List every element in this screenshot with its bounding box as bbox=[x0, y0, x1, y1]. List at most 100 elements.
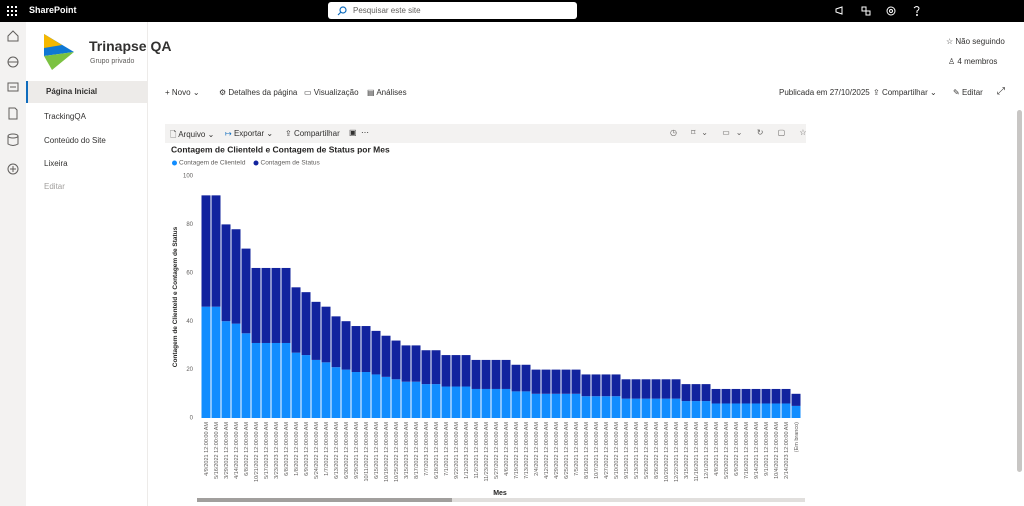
bar-segment bbox=[541, 369, 551, 394]
bar-segment bbox=[431, 350, 441, 385]
x-tick-label: (Em branco) bbox=[794, 422, 800, 452]
bar-segment bbox=[311, 359, 321, 418]
bar-segment bbox=[621, 398, 631, 418]
x-tick-label: 1/8/2022 12:00:00 AM bbox=[294, 422, 300, 476]
bar-segment bbox=[481, 388, 491, 418]
bar-segment bbox=[221, 321, 231, 418]
command-view[interactable]: ▭ Visualização bbox=[304, 88, 359, 97]
members-label: 4 membros bbox=[957, 57, 998, 66]
y-tick-label: 60 bbox=[186, 270, 193, 276]
bar-segment bbox=[371, 330, 381, 375]
menu-label: Exportar bbox=[233, 129, 265, 138]
bar-segment bbox=[451, 386, 461, 418]
x-tick-label: 1/12/2023 12:00:00 AM bbox=[464, 422, 470, 479]
site-nav: Página Inicial TrackingQA Conteúdo do Si… bbox=[26, 22, 148, 506]
bar-segment bbox=[491, 388, 501, 418]
bar-segment bbox=[561, 393, 571, 418]
edit-button[interactable]: ✎ Editar bbox=[953, 88, 983, 97]
chart-title: Contagem de ClienteId e Contagem de Stat… bbox=[171, 144, 390, 154]
bar-segment bbox=[281, 342, 291, 418]
x-tick-label: 4/6/2022 12:00:00 AM bbox=[504, 422, 510, 476]
x-tick-label: 5/13/2021 12:00:00 AM bbox=[634, 422, 640, 479]
bar-segment bbox=[401, 345, 411, 382]
bar-segment bbox=[241, 248, 251, 334]
command-analytics[interactable]: ▤ Análises bbox=[367, 88, 407, 97]
x-tick-label: 8/16/2021 12:00:00 AM bbox=[584, 422, 590, 479]
x-tick-label: 4/29/2022 12:00:00 AM bbox=[554, 422, 560, 479]
menu-more[interactable]: ▣ ⋯ bbox=[349, 128, 370, 137]
follow-label: Não seguindo bbox=[955, 37, 1005, 46]
legend-label: Contagem de ClienteId bbox=[179, 160, 246, 167]
x-tick-label: 4/12/2022 12:00:00 AM bbox=[544, 422, 550, 479]
x-tick-label: 4/14/2022 12:00:00 AM bbox=[234, 422, 240, 479]
top-bar: SharePoint Pesquisar este site bbox=[0, 0, 1024, 22]
bar-segment bbox=[461, 386, 471, 418]
x-tick-label: 6/8/2022 12:00:00 AM bbox=[244, 422, 250, 476]
menu-export[interactable]: ↦ Exportar ⌄ bbox=[225, 129, 274, 138]
x-tick-label: 6/18/2021 12:00:00 AM bbox=[434, 422, 440, 479]
expand-button[interactable]: ⤢ bbox=[997, 86, 1005, 97]
h-scrollbar[interactable] bbox=[197, 498, 805, 502]
bar-segment bbox=[771, 388, 781, 404]
command-new[interactable]: + Novo ⌄ bbox=[165, 88, 200, 97]
nav-edit[interactable]: Editar bbox=[44, 182, 65, 191]
bar-segment bbox=[321, 362, 331, 418]
bar-segment bbox=[251, 267, 261, 343]
x-tick-label: 7/1/2021 12:00:00 AM bbox=[444, 422, 450, 476]
menu-share[interactable]: ⇪ Compartilhar bbox=[285, 129, 340, 138]
command-details[interactable]: ⚙ Detalhes da página bbox=[219, 88, 298, 97]
x-tick-label: 4/9/2021 12:00:00 AM bbox=[204, 422, 210, 476]
x-tick-label: 5/24/2022 12:00:00 AM bbox=[314, 422, 320, 479]
y-tick-label: 100 bbox=[183, 174, 194, 180]
bar-segment bbox=[261, 342, 271, 418]
x-tick-label: 6/25/2021 12:00:00 AM bbox=[564, 422, 570, 479]
share-button[interactable]: ⇪ Compartilhar ⌄ bbox=[873, 88, 937, 97]
nav-link[interactable]: Conteúdo do Site bbox=[44, 136, 106, 145]
search-box[interactable]: Pesquisar este site bbox=[328, 2, 577, 19]
follow-button[interactable]: ☆ Não seguindo bbox=[946, 37, 1005, 46]
bar-segment bbox=[781, 403, 791, 418]
rail-icons[interactable] bbox=[7, 30, 19, 180]
bar-segment bbox=[571, 393, 581, 418]
x-tick-label: 4/27/2022 12:00:00 AM bbox=[604, 422, 610, 479]
y-tick-label: 20 bbox=[186, 367, 193, 373]
bar-segment bbox=[331, 316, 341, 368]
app-launcher[interactable] bbox=[7, 6, 17, 16]
nav-link[interactable]: Página Inicial bbox=[26, 81, 147, 103]
bar-segment bbox=[411, 345, 421, 382]
bar-segment bbox=[221, 224, 231, 322]
view-icons[interactable]: ◷ ⌑⌄ ▭⌄ ↻ ▢ ☆ bbox=[670, 128, 813, 137]
bar-segment bbox=[791, 393, 801, 406]
bar-segment bbox=[211, 306, 221, 418]
brand[interactable]: SharePoint bbox=[29, 5, 77, 15]
search-placeholder: Pesquisar este site bbox=[353, 6, 421, 15]
nav-link[interactable]: Lixeira bbox=[44, 159, 68, 168]
bar-segment bbox=[201, 306, 211, 418]
bar-segment bbox=[341, 369, 351, 418]
bar-segment bbox=[401, 381, 411, 418]
x-tick-label: 4/8/2021 12:00:00 AM bbox=[714, 422, 720, 476]
page-scrollbar[interactable] bbox=[1017, 110, 1022, 472]
bar-segment bbox=[561, 369, 571, 394]
x-tick-label: 5/26/2022 12:00:00 AM bbox=[644, 422, 650, 479]
bar-segment bbox=[761, 403, 771, 418]
published-date: Publicada em 27/10/2025 bbox=[779, 88, 870, 97]
x-tick-label: 8/17/2022 12:00:00 AM bbox=[414, 422, 420, 479]
app-rail bbox=[0, 22, 27, 506]
top-icons[interactable] bbox=[835, 5, 925, 17]
bar-segment bbox=[361, 372, 371, 418]
bar-segment bbox=[721, 403, 731, 418]
menu-file[interactable]: 🗋 Arquivo ⌄ bbox=[170, 130, 215, 139]
nav-link[interactable]: TrackingQA bbox=[44, 112, 86, 121]
members-button[interactable]: ♙ 4 membros bbox=[948, 57, 998, 66]
bar-segment bbox=[271, 267, 281, 343]
bar-segment bbox=[731, 403, 741, 418]
h-scroll-thumb[interactable] bbox=[197, 498, 452, 502]
x-tick-label: 9/22/2021 12:00:00 AM bbox=[454, 422, 460, 479]
x-tick-label: 6/9/2023 12:00:00 AM bbox=[304, 422, 310, 476]
x-tick-label: 10/19/2022 12:00:00 AM bbox=[384, 422, 390, 482]
search-icon bbox=[337, 6, 347, 16]
x-tick-label: 10/4/2022 12:00:00 AM bbox=[774, 422, 780, 479]
bar-segment bbox=[501, 359, 511, 389]
x-tick-label: 12/1/2021 12:00:00 AM bbox=[704, 422, 710, 479]
